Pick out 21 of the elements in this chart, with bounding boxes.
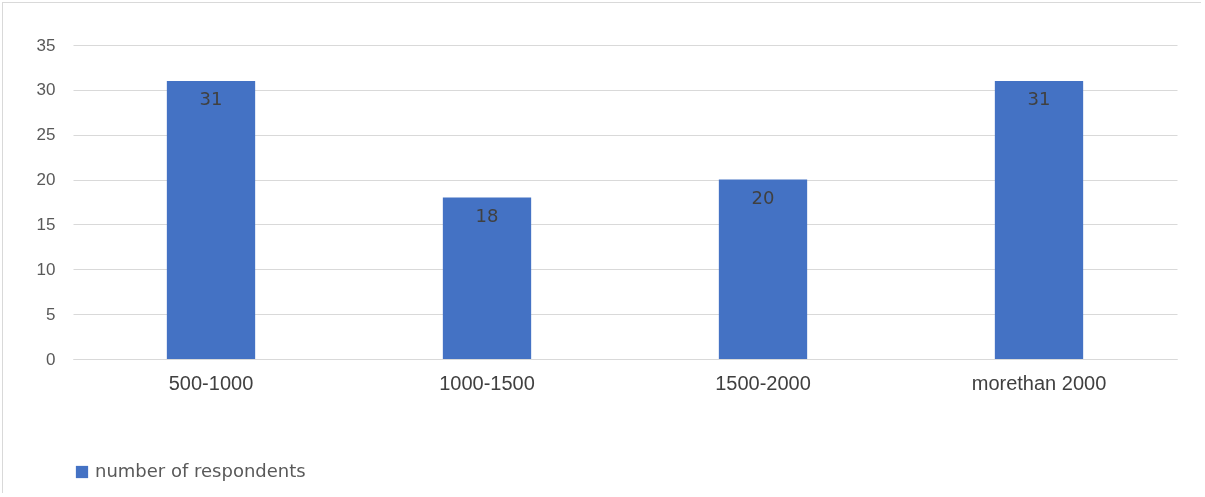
bar [994,80,1084,359]
x-tick-label: 1500-2000 [715,371,811,394]
y-tick-label: 35 [36,35,56,55]
bar [718,179,808,359]
data-label: 31 [1027,87,1051,109]
x-tick-label: 1000-1500 [439,371,535,394]
y-tick-label: 5 [46,304,56,324]
x-tick-label: morethan 2000 [971,371,1107,394]
y-tick-label: 0 [46,349,56,369]
y-tick-label: 20 [36,170,56,190]
y-tick-label: 15 [36,214,56,234]
x-tick-label: 500-1000 [168,371,254,394]
data-label: 20 [751,186,775,208]
data-label: 18 [475,204,499,226]
bar [442,197,532,359]
legend-label: number of respondents [95,460,306,481]
y-tick-label: 10 [36,259,56,279]
data-label: 31 [199,87,223,109]
bar [166,80,256,359]
y-tick-label: 30 [36,80,56,100]
y-tick-label: 25 [36,125,56,145]
